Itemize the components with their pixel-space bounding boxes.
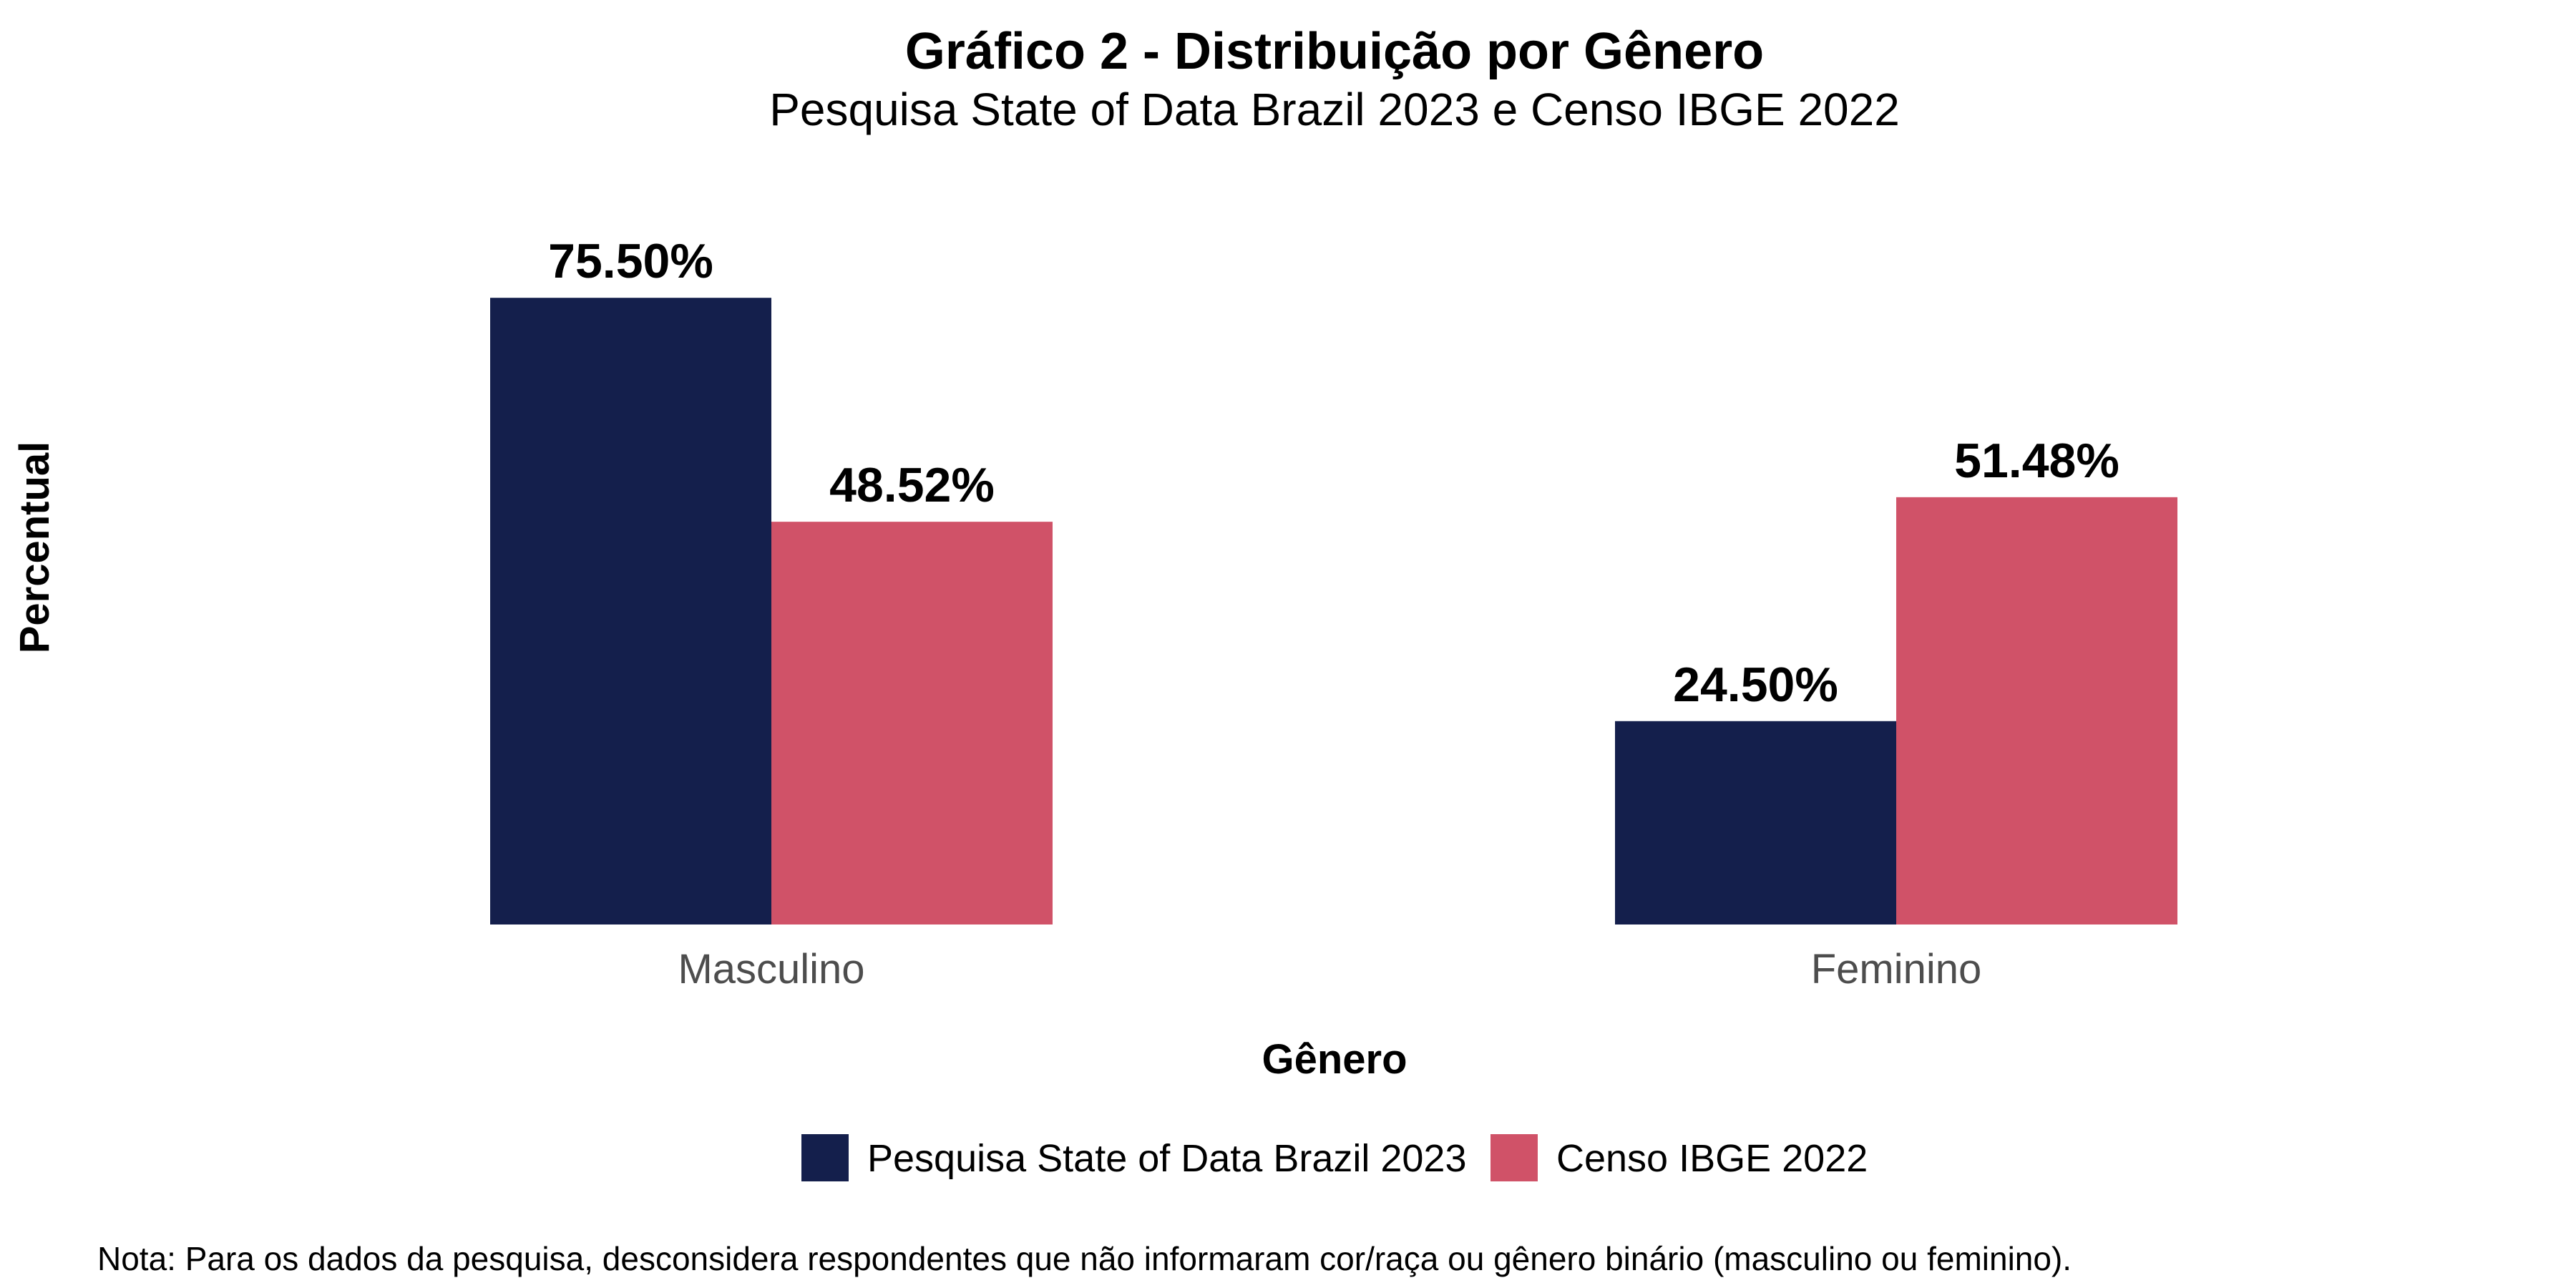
data-label-feminino-series-1: 24.50% [1673,658,1838,712]
legend: Pesquisa State of Data Brazil 2023 Censo … [801,1134,1868,1181]
bar-masculino-series-2 [771,522,1053,924]
legend-swatch-series-2 [1491,1134,1538,1181]
plot-area: 75.50% 48.52% Masculino 24.50% 51.48% Feminin… [490,234,2177,992]
y-axis-title: Percentual [11,441,58,654]
chart-note: Nota: Para os dados da pesquisa, descons… [97,1240,2072,1277]
legend-swatch-series-1 [801,1134,849,1181]
x-tick-label-feminino: Feminino [1811,946,1982,992]
bar-feminino-series-2 [1896,497,2177,924]
bar-feminino-series-1 [1615,721,1896,924]
x-axis-title: Gênero [1262,1036,1407,1083]
data-label-masculino-series-2: 48.52% [829,458,995,512]
chart-subtitle: Pesquisa State of Data Brazil 2023 e Cen… [769,84,1900,135]
x-tick-label-masculino: Masculino [678,946,864,992]
data-label-feminino-series-2: 51.48% [1954,434,2119,488]
chart-title: Gráfico 2 - Distribuição por Gênero [905,23,1764,80]
legend-label-series-2: Censo IBGE 2022 [1556,1137,1868,1180]
bar-masculino-series-1 [490,298,771,924]
data-label-masculino-series-1: 75.50% [548,234,713,288]
legend-label-series-1: Pesquisa State of Data Brazil 2023 [867,1137,1467,1180]
